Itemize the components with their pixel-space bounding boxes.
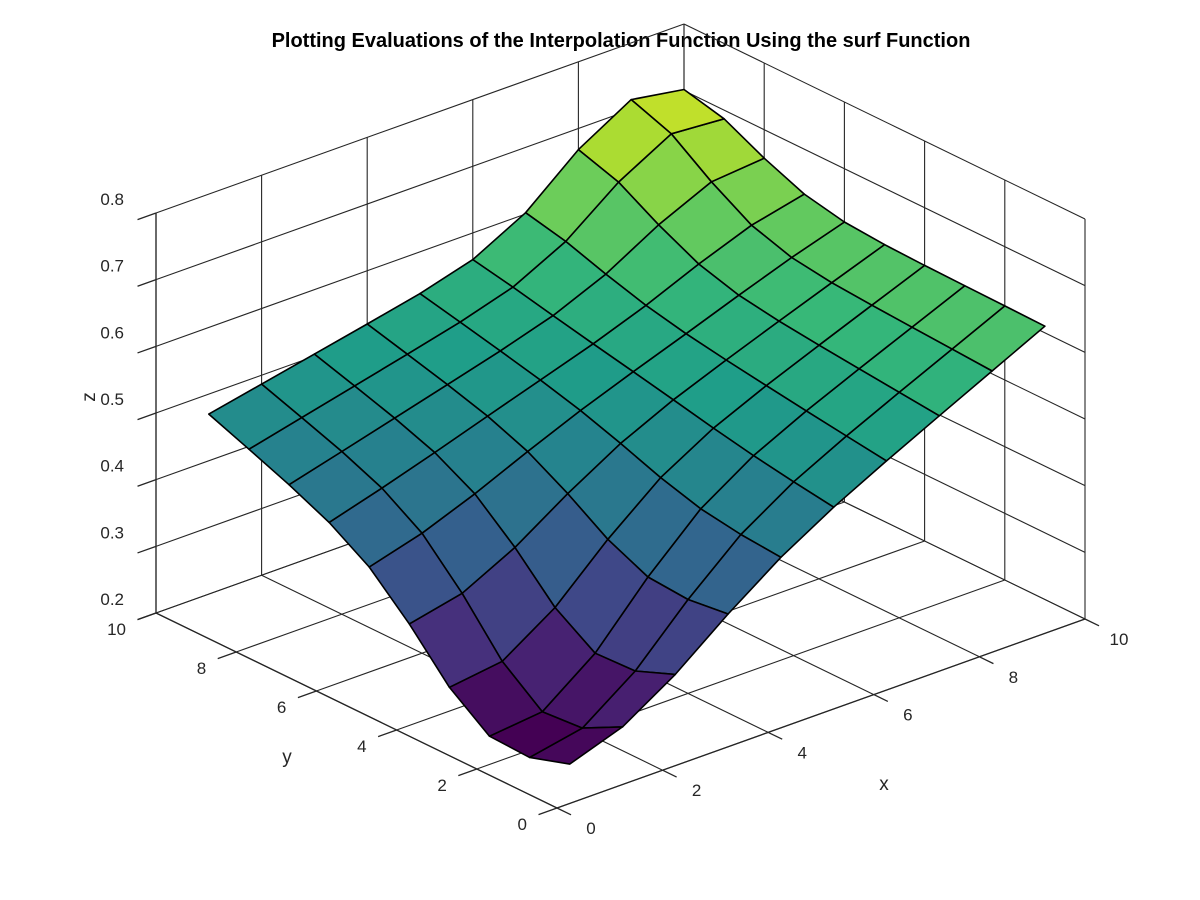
z-tick-label: 0.8 [100, 190, 124, 209]
x-tick-label: 6 [903, 706, 912, 725]
tick-labels: 0.2 0.3 0.4 0.5 0.6 0.7 0.8 0 2 4 6 8 10 0 2 4 6 8 10 [100, 190, 1128, 838]
z-tick-label: 0.7 [100, 257, 124, 276]
y-axis-line [155, 612, 558, 809]
y-tick-label: 4 [357, 737, 366, 756]
z-axis-label: z [79, 392, 100, 402]
z-tick-mark [137, 479, 157, 487]
y-tick-mark [217, 651, 237, 660]
x-tick-mark [556, 807, 572, 816]
z-tick-mark [137, 345, 157, 354]
z-tick-label: 0.4 [100, 457, 124, 476]
grid-line [683, 90, 1086, 287]
grid-line [155, 23, 685, 214]
x-tick-label: 8 [1009, 668, 1018, 687]
x-tick-label: 2 [692, 781, 701, 800]
chart-title: Plotting Evaluations of the Interpolatio… [272, 30, 971, 52]
y-tick-mark [137, 612, 157, 621]
y-tick-label: 2 [437, 776, 446, 795]
x-tick-label: 0 [586, 819, 595, 838]
grid-line [155, 90, 685, 281]
y-tick-label: 0 [518, 815, 527, 834]
y-tick-label: 6 [277, 698, 286, 717]
grid-line [683, 23, 1086, 220]
x-tick-mark [979, 656, 994, 665]
y-tick-label: 10 [107, 620, 126, 639]
y-tick-mark [538, 807, 558, 816]
x-tick-label: 4 [797, 743, 806, 762]
z-tick-label: 0.5 [100, 390, 124, 409]
y-tick-mark [297, 690, 317, 699]
z-tick-label: 0.3 [100, 523, 124, 542]
surface-cell [208, 383, 303, 451]
surface-plot [208, 88, 1046, 765]
x-tick-mark [873, 694, 889, 703]
z-tick-mark [137, 212, 157, 221]
y-tick-label: 8 [197, 659, 206, 678]
z-tick-mark [137, 412, 157, 421]
y-tick-mark [458, 768, 478, 777]
z-tick-mark [137, 545, 157, 554]
x-tick-mark [1084, 618, 1100, 627]
y-axis-label: y [282, 747, 292, 768]
y-tick-mark [377, 729, 397, 738]
z-tick-label: 0.6 [100, 323, 124, 342]
x-axis-line [556, 618, 1086, 809]
x-axis-label: x [879, 774, 889, 795]
x-tick-mark [662, 769, 677, 778]
z-tick-mark [137, 279, 157, 287]
z-tick-label: 0.2 [100, 590, 124, 609]
x-tick-mark [767, 731, 783, 740]
x-tick-label: 10 [1110, 630, 1129, 649]
